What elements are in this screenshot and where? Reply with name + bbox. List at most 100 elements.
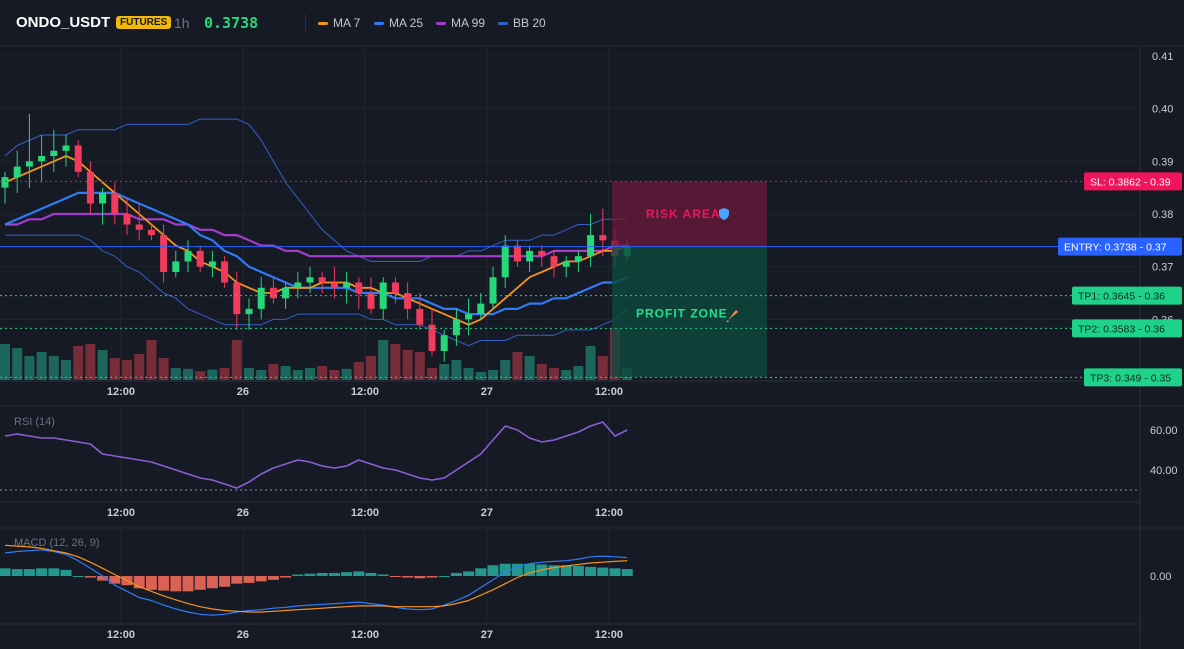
volume-bar: [73, 346, 84, 380]
time-axis-label: 27: [481, 386, 493, 398]
volume-bar: [390, 344, 401, 380]
candle-body: [245, 308, 253, 315]
candle-body: [233, 282, 241, 315]
volume-bar: [561, 370, 572, 380]
macd-histogram-bar: [243, 576, 255, 583]
volume-bar: [305, 368, 315, 380]
macd-histogram-bar: [23, 569, 35, 576]
candle-body: [196, 250, 204, 267]
candle-body: [13, 166, 21, 178]
candle-body: [123, 214, 131, 225]
candle-body: [25, 161, 33, 167]
rsi-title: RSI (14): [14, 416, 55, 428]
bb-lower-line: [5, 234, 628, 347]
volume-bar: [12, 348, 23, 380]
candle-body: [184, 250, 192, 262]
volume-bar: [585, 346, 596, 380]
volume-bar: [524, 356, 535, 380]
candle-body: [1, 177, 9, 188]
legend-bb20-label: BB 20: [513, 16, 546, 30]
macd-histogram-bar: [72, 576, 84, 577]
volume-bar: [85, 344, 96, 380]
legend-bb20[interactable]: BB 20: [498, 16, 546, 30]
profit-zone-label: PROFIT ZONE: [636, 307, 728, 321]
macd-histogram-bar: [36, 568, 48, 576]
macd-histogram-bar: [548, 565, 560, 576]
candle-body: [477, 303, 485, 315]
candle-body: [513, 245, 521, 262]
volume-bar: [536, 364, 547, 380]
candle-body: [147, 229, 155, 236]
sl-tag: SL: 0.3862 - 0.39: [1090, 176, 1171, 188]
candle-body: [599, 235, 607, 241]
tp2-tag: TP2: 0.3583 - 0.36: [1078, 323, 1165, 335]
macd-histogram-bar: [426, 576, 438, 578]
volume-bar: [109, 358, 120, 380]
macd-histogram-bar: [475, 568, 487, 576]
macd-histogram-bar: [487, 565, 499, 576]
candle-body: [160, 235, 168, 272]
candle-body: [440, 335, 448, 352]
volume-bar: [317, 366, 328, 380]
ma7-line: [4, 155, 628, 326]
macd-histogram-bar: [609, 568, 621, 576]
macd-histogram-bar: [231, 576, 243, 584]
candle-body: [172, 261, 180, 272]
macd-histogram-bar: [597, 567, 609, 576]
volume-bar: [158, 358, 169, 380]
profit-zone: [612, 246, 767, 378]
candle-body: [330, 282, 338, 288]
legend-ma7[interactable]: MA 7: [318, 16, 360, 30]
volume-bar: [122, 360, 132, 380]
volume-bar: [0, 344, 10, 380]
macd-histogram-bar: [255, 576, 267, 582]
macd-histogram-bar: [219, 576, 231, 587]
volume-bar: [573, 366, 584, 380]
volume-bar: [292, 370, 303, 380]
macd-histogram-bar: [499, 563, 511, 576]
macd-histogram-bar: [60, 569, 72, 576]
macd-histogram-bar: [414, 576, 426, 579]
volume-bar: [439, 364, 450, 380]
macd-histogram-bar: [292, 574, 304, 576]
time-axis-label: 12:00: [595, 629, 623, 641]
legend-ma25-label: MA 25: [389, 16, 424, 30]
price-axis-label: 0.39: [1152, 156, 1173, 168]
candle-body: [526, 250, 534, 262]
volume-bar: [256, 370, 267, 380]
header-divider: [305, 14, 306, 32]
macd-histogram-bar: [48, 568, 60, 576]
macd-histogram-bar: [365, 572, 377, 576]
macd-histogram-bar: [280, 576, 292, 578]
volume-bar: [219, 368, 230, 380]
tp1-tag: TP1: 0.3645 - 0.36: [1078, 291, 1165, 303]
volume-bar: [512, 352, 523, 380]
legend-ma25[interactable]: MA 25: [374, 16, 423, 30]
volume-bar: [134, 354, 145, 380]
macd-histogram-bar: [341, 572, 353, 576]
volume-bar: [549, 368, 559, 380]
legend-ma99[interactable]: MA 99: [436, 16, 485, 30]
volume-bar: [244, 368, 254, 380]
risk-area-zone: [612, 181, 767, 247]
volume-bar: [280, 366, 291, 380]
macd-histogram-bar: [11, 569, 23, 576]
price-axis-label: 0.41: [1152, 51, 1173, 63]
macd-histogram-bar: [524, 563, 536, 576]
shield-icon: [719, 208, 729, 220]
tp3-tag: TP3: 0.349 - 0.35: [1090, 372, 1171, 384]
volume-bar: [463, 368, 474, 380]
candle-body: [343, 282, 351, 288]
symbol-name[interactable]: ONDO_USDT: [16, 14, 111, 31]
volume-bar: [427, 368, 437, 380]
legend-ma99-label: MA 99: [451, 16, 486, 30]
timeframe-label[interactable]: 1h: [174, 15, 190, 31]
macd-histogram-bar: [304, 573, 316, 576]
risk-area-label: RISK AREA: [646, 207, 721, 221]
futures-badge: FUTURES: [116, 16, 172, 29]
volume-bar: [97, 350, 108, 380]
candle-body: [489, 277, 497, 304]
time-axis-label: 12:00: [351, 629, 379, 641]
candle-body: [574, 256, 582, 262]
